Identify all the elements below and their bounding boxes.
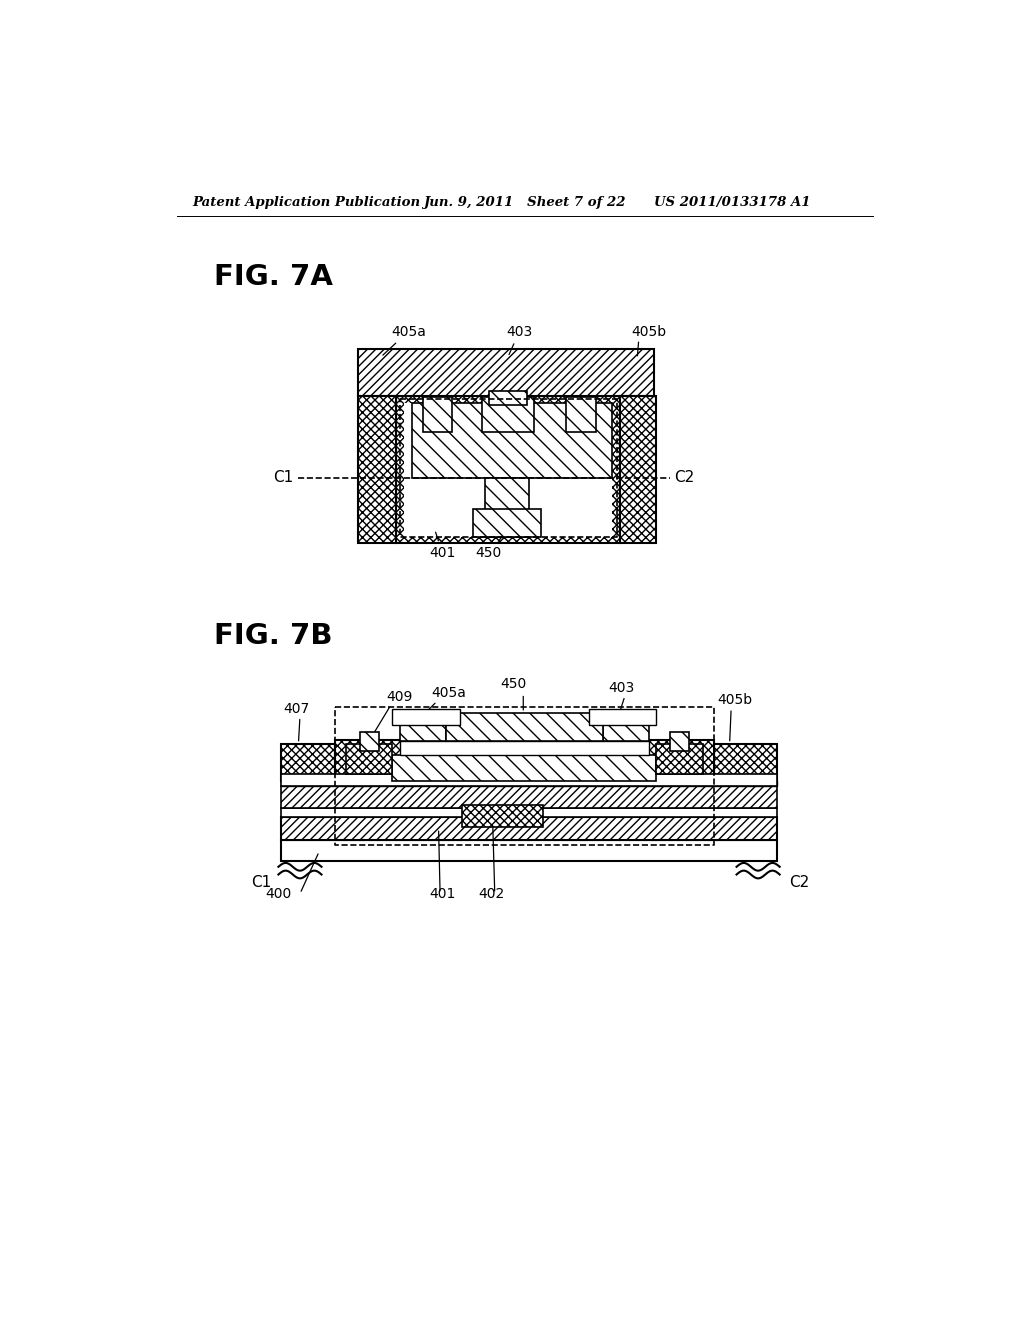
Polygon shape	[488, 391, 527, 405]
Text: Patent Application Publication: Patent Application Publication	[193, 197, 420, 209]
Polygon shape	[620, 396, 655, 544]
Polygon shape	[392, 755, 656, 780]
Polygon shape	[423, 397, 453, 432]
Polygon shape	[714, 743, 777, 780]
Text: 403: 403	[608, 681, 634, 696]
Text: Jun. 9, 2011   Sheet 7 of 22: Jun. 9, 2011 Sheet 7 of 22	[423, 197, 626, 209]
Polygon shape	[281, 775, 777, 785]
Text: C1: C1	[251, 875, 271, 890]
Text: 405a: 405a	[431, 686, 466, 701]
Polygon shape	[566, 397, 596, 432]
Polygon shape	[602, 725, 649, 741]
Polygon shape	[462, 805, 543, 826]
Text: 405b: 405b	[631, 325, 667, 338]
Polygon shape	[281, 780, 777, 785]
Text: 407: 407	[283, 702, 309, 715]
Polygon shape	[357, 350, 654, 396]
Text: C2: C2	[674, 470, 694, 486]
Polygon shape	[357, 396, 396, 544]
Text: FIG. 7B: FIG. 7B	[214, 622, 332, 649]
Polygon shape	[281, 840, 777, 861]
Text: 401: 401	[429, 532, 456, 560]
Text: 409: 409	[386, 690, 413, 705]
Text: C2: C2	[788, 875, 809, 890]
Polygon shape	[473, 508, 541, 537]
Polygon shape	[281, 743, 335, 780]
Text: 450: 450	[475, 532, 506, 560]
Polygon shape	[396, 396, 620, 544]
Polygon shape	[400, 741, 649, 755]
Text: US 2011/0133178 A1: US 2011/0133178 A1	[654, 197, 811, 209]
Text: 402: 402	[478, 887, 505, 900]
Polygon shape	[346, 743, 392, 775]
Polygon shape	[481, 397, 535, 432]
Polygon shape	[281, 785, 777, 808]
Text: 405a: 405a	[383, 325, 426, 355]
Polygon shape	[403, 404, 611, 537]
Polygon shape	[484, 478, 529, 537]
Text: 403: 403	[506, 325, 532, 355]
Text: FIG. 7A: FIG. 7A	[214, 264, 333, 292]
Polygon shape	[392, 709, 460, 725]
Polygon shape	[400, 725, 446, 741]
Polygon shape	[335, 739, 714, 780]
Polygon shape	[412, 404, 611, 478]
Text: 401: 401	[429, 887, 456, 900]
Polygon shape	[281, 817, 777, 840]
Polygon shape	[360, 733, 379, 751]
Text: 450: 450	[500, 677, 526, 692]
Polygon shape	[656, 743, 702, 775]
Text: 405b: 405b	[717, 693, 753, 706]
Text: C1: C1	[273, 470, 294, 486]
Polygon shape	[281, 808, 777, 817]
Polygon shape	[589, 709, 656, 725]
Polygon shape	[671, 733, 689, 751]
Text: 400: 400	[265, 887, 292, 900]
Polygon shape	[446, 713, 602, 741]
